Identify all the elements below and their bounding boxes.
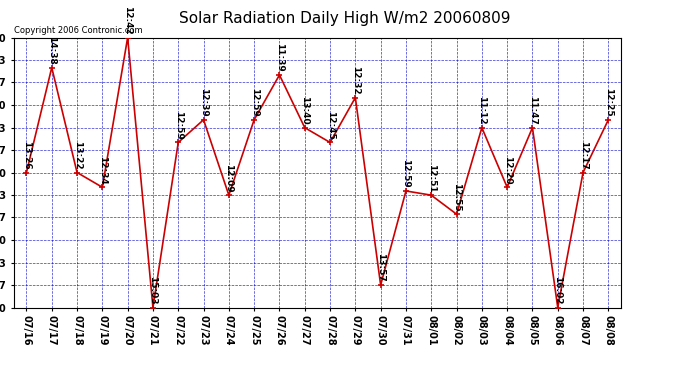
Text: Solar Radiation Daily High W/m2 20060809: Solar Radiation Daily High W/m2 20060809 [179,11,511,26]
Text: 12:34: 12:34 [98,156,107,184]
Text: 13:57: 13:57 [376,254,385,282]
Text: 12:09: 12:09 [224,164,233,192]
Text: 12:59: 12:59 [250,88,259,117]
Text: 11:47: 11:47 [528,96,537,125]
Text: 13:26: 13:26 [22,141,31,170]
Text: 12:51: 12:51 [426,164,436,192]
Text: Copyright 2006 Contronic.com: Copyright 2006 Contronic.com [14,26,142,35]
Text: 14:38: 14:38 [47,36,57,65]
Text: 12:25: 12:25 [604,88,613,117]
Text: 12:42: 12:42 [123,6,132,35]
Text: 11:39: 11:39 [275,44,284,72]
Text: 12:59: 12:59 [174,111,183,140]
Text: 15:03: 15:03 [148,276,157,305]
Text: 16:02: 16:02 [553,276,562,305]
Text: 12:32: 12:32 [351,66,360,95]
Text: 12:20: 12:20 [502,156,512,184]
Text: 12:55: 12:55 [452,183,461,212]
Text: 12:59: 12:59 [402,159,411,188]
Text: 12:45: 12:45 [326,111,335,140]
Text: 13:40: 13:40 [300,96,309,125]
Text: 12:39: 12:39 [199,88,208,117]
Text: 12:17: 12:17 [578,141,588,170]
Text: 13:22: 13:22 [72,141,81,170]
Text: 11:12: 11:12 [477,96,486,125]
